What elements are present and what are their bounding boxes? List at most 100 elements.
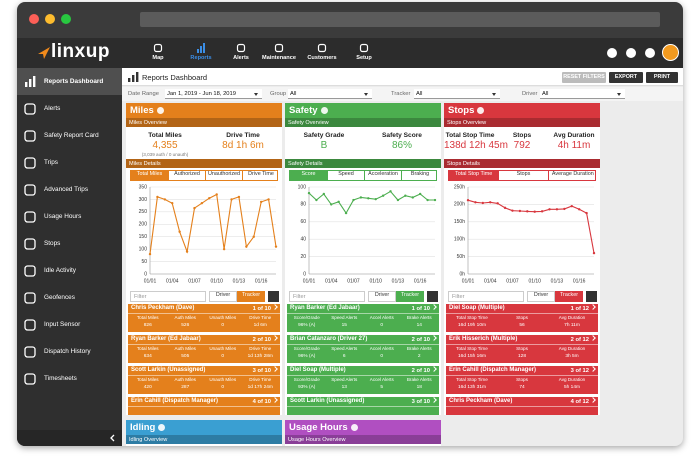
help-icon[interactable] — [156, 107, 164, 114]
tab[interactable]: Drive Time — [242, 171, 279, 181]
toggle-button[interactable]: Tracker — [396, 291, 424, 302]
sort-button[interactable] — [586, 291, 597, 302]
driver-card[interactable]: Chris Peckham (Dave) 4 of 12 — [446, 397, 598, 415]
chevron — [590, 304, 596, 310]
app-window: linxup Map Reports Alerts Maintenance Custome… — [17, 2, 683, 446]
data-point — [193, 206, 196, 210]
card-value: 287 — [181, 385, 190, 390]
sidebar-item[interactable]: Reports Dashboard — [17, 68, 122, 95]
header-button[interactable]: RESET FILTERS — [562, 72, 606, 83]
card-name: Ryan Barker (Ed Jabaar) — [131, 336, 201, 342]
y-tick-label: 20 — [300, 254, 306, 260]
driver-card[interactable]: Chris Peckham (Dave) 1 of 10 Total Miles 82… — [128, 304, 280, 332]
filter-select[interactable]: All — [414, 89, 500, 99]
y-tick-label: 200 — [139, 222, 148, 228]
driver-card[interactable]: Ryan Barker (Ed Jabaar) 2 of 10 Total Mile… — [128, 335, 280, 363]
minimize-button[interactable] — [45, 14, 55, 24]
tab[interactable]: Authorized — [168, 171, 205, 181]
sidebar-item[interactable]: Stops — [17, 230, 122, 257]
driver-card[interactable]: Diel Soap (Multiple) 1 of 12 Total Stop Ti… — [446, 304, 598, 332]
filter-input[interactable]: Filter — [130, 291, 206, 302]
collapse-button[interactable] — [17, 430, 122, 446]
data-point — [481, 201, 485, 205]
maximize-button[interactable] — [61, 14, 71, 24]
nav-item[interactable]: Setup — [339, 39, 389, 67]
nav-item[interactable]: Alerts — [216, 39, 266, 67]
card-divider — [446, 344, 598, 345]
line-chart: 0h 50h 100h 150h 200h 250h 01/01 01/04 01/07 01/1… — [454, 184, 596, 284]
data-point — [404, 194, 407, 197]
nav-action-icon[interactable] — [645, 48, 655, 58]
sidebar-item[interactable]: Dispatch History — [17, 338, 122, 365]
toggle-button[interactable]: Driver — [368, 291, 396, 302]
tab[interactable]: Acceleration — [364, 171, 401, 181]
nav-action-icon[interactable] — [626, 48, 636, 58]
help-icon[interactable] — [320, 107, 328, 114]
driver-card[interactable]: Erik Hisserich (Multiple) 2 of 12 Total St… — [446, 335, 598, 363]
driver-card[interactable]: Scott Larkin (Unassigned) 3 of 10 Total Mi… — [128, 366, 280, 394]
card-rank: 1 of 12 — [570, 304, 596, 312]
nav-item[interactable]: Customers — [297, 39, 347, 67]
header-icon — [128, 72, 139, 82]
driver-card[interactable]: Brian Catanzaro (Driver 27) 2 of 10 Score/… — [287, 335, 439, 363]
data-point — [352, 198, 355, 202]
sidebar-item[interactable]: Usage Hours — [17, 203, 122, 230]
driver-card[interactable]: Erin Cahill (Dispatch Manager) 3 of 12 Tot… — [446, 366, 598, 394]
card-rank: 3 of 10 — [412, 397, 437, 405]
sidebar-item[interactable]: Idle Activity — [17, 257, 122, 284]
nav-item[interactable]: Map — [133, 39, 183, 67]
card-rank-text: 1 of 12 — [570, 306, 589, 312]
filter-select[interactable]: Jan 1, 2019 - Jun 18, 2019 — [165, 89, 262, 99]
close-button[interactable] — [29, 14, 39, 24]
toggle-button[interactable]: Driver — [209, 291, 237, 302]
tab[interactable]: Unauthorized — [205, 171, 242, 181]
filter-select[interactable]: All — [288, 89, 372, 99]
nav-item[interactable]: Maintenance — [254, 39, 304, 67]
help-icon[interactable] — [158, 424, 166, 431]
data-point — [171, 201, 174, 205]
sidebar-icon — [24, 130, 36, 142]
sort-button[interactable] — [427, 291, 438, 302]
driver-card[interactable]: Diel Soap (Multiple) 2 of 10 Score/Grade 93… — [287, 366, 439, 394]
header-button[interactable]: EXPORT — [609, 72, 643, 83]
sort-button[interactable] — [268, 291, 279, 302]
nav-item[interactable]: Reports — [176, 39, 226, 67]
user-avatar[interactable] — [662, 44, 679, 61]
tab[interactable]: Score — [290, 171, 327, 181]
tab[interactable]: Speed — [327, 171, 364, 181]
toggle-button[interactable]: Driver — [527, 291, 555, 302]
toggle-button[interactable]: Tracker — [555, 291, 583, 302]
sidebar-item[interactable]: Geofences — [17, 284, 122, 311]
help-icon[interactable] — [477, 107, 485, 114]
driver-card[interactable]: Erin Cahill (Dispatch Manager) 4 of 10 — [128, 397, 280, 415]
address-bar[interactable] — [140, 12, 660, 27]
data-point — [466, 199, 470, 202]
help-icon[interactable] — [350, 424, 358, 431]
sidebar-item[interactable]: Alerts — [17, 95, 122, 122]
card-value: 1d 13h 28m — [247, 354, 273, 359]
tab[interactable]: Total Miles — [131, 171, 168, 181]
panel-title-bar: Idling — [126, 420, 282, 435]
driver-card[interactable]: Scott Larkin (Unassigned) 3 of 10 — [287, 397, 439, 415]
tab[interactable]: Braking — [401, 171, 438, 181]
header-button[interactable]: PRINT — [646, 72, 678, 83]
tab[interactable]: Average Duration — [547, 171, 597, 181]
x-tick-label: 01/13 — [392, 278, 405, 284]
driver-card[interactable]: Ryan Barker (Ed Jabaar) 1 of 10 Score/Grad… — [287, 304, 439, 332]
tab[interactable]: Total Stop Time — [449, 171, 499, 181]
toggle-button[interactable]: Tracker — [237, 291, 265, 302]
filter-select[interactable]: All — [540, 89, 625, 99]
card-column-label: Speed Alerts — [331, 377, 358, 382]
sidebar-item[interactable]: Safety Report Card — [17, 122, 122, 149]
sidebar-item[interactable]: Advanced Trips — [17, 176, 122, 203]
section-label: Miles Details — [126, 159, 282, 168]
sidebar-item[interactable]: Timesheets — [17, 365, 122, 392]
nav-action-icon[interactable] — [607, 48, 617, 58]
sidebar-item[interactable]: Input Sensor — [17, 311, 122, 338]
filter-input[interactable]: Filter — [448, 291, 524, 302]
tab[interactable]: Stops — [498, 171, 547, 181]
filter-input[interactable]: Filter — [289, 291, 365, 302]
card-value: 7h 11m — [564, 323, 580, 328]
chevron — [431, 335, 437, 341]
sidebar-item[interactable]: Trips — [17, 149, 122, 176]
